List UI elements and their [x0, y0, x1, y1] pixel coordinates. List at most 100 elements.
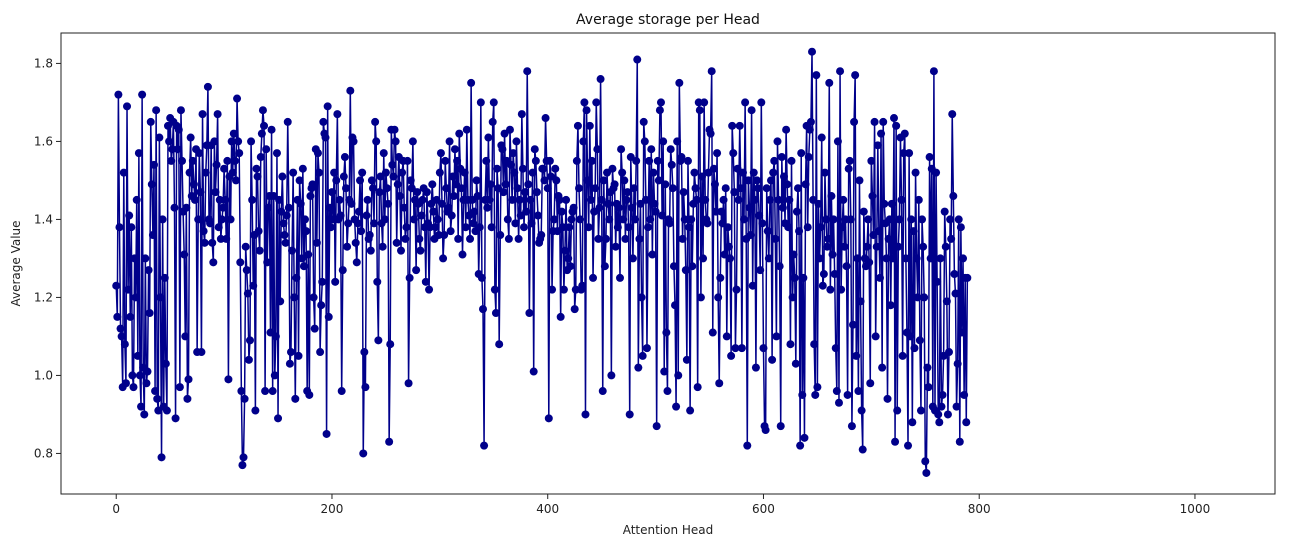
data-point: [353, 219, 362, 228]
data-point: [956, 223, 965, 232]
data-point: [729, 149, 738, 158]
data-point: [148, 231, 157, 240]
data-point: [703, 219, 712, 228]
data-point: [261, 387, 270, 396]
data-point: [681, 266, 690, 275]
data-point: [133, 351, 142, 360]
data-point: [233, 94, 242, 103]
data-point: [624, 223, 633, 232]
data-point: [710, 180, 719, 189]
data-point: [623, 188, 632, 197]
data-point: [769, 168, 778, 177]
data-point: [888, 254, 897, 263]
data-point: [518, 164, 527, 173]
data-point: [400, 203, 409, 212]
data-point: [521, 188, 530, 197]
data-point: [697, 172, 706, 181]
data-point: [895, 215, 904, 224]
data-point: [750, 195, 759, 204]
series-line: [115, 50, 969, 474]
data-point: [564, 254, 573, 263]
data-point: [429, 207, 438, 216]
data-point: [868, 192, 877, 201]
data-point: [167, 156, 176, 165]
data-point: [714, 293, 723, 302]
data-point: [170, 203, 179, 212]
data-point: [361, 383, 370, 392]
data-point: [330, 168, 339, 177]
data-point: [613, 223, 622, 232]
data-point: [784, 223, 793, 232]
data-point: [736, 184, 745, 193]
data-point: [444, 203, 453, 212]
data-point: [845, 156, 854, 165]
data-point: [654, 176, 663, 185]
data-point: [131, 293, 140, 302]
data-point: [799, 273, 808, 282]
data-point: [499, 188, 508, 197]
data-point: [354, 207, 363, 216]
data-point: [620, 176, 629, 185]
data-point: [276, 297, 285, 306]
data-point: [642, 344, 651, 353]
data-point: [155, 133, 164, 142]
data-point: [580, 98, 589, 107]
data-point: [337, 387, 346, 396]
data-point: [398, 168, 407, 177]
data-point: [581, 410, 590, 419]
data-point: [722, 332, 731, 341]
data-point: [767, 176, 776, 185]
data-point: [365, 231, 374, 240]
data-point: [113, 312, 122, 321]
data-point: [392, 238, 401, 247]
data-point: [433, 215, 442, 224]
data-point: [889, 114, 898, 123]
data-point: [550, 215, 559, 224]
data-point: [645, 156, 654, 165]
data-point: [824, 234, 833, 243]
data-point: [127, 223, 136, 232]
data-point: [618, 168, 627, 177]
data-point: [909, 227, 918, 236]
data-point: [371, 117, 380, 126]
data-point: [600, 262, 609, 271]
data-point: [688, 262, 697, 271]
data-point: [632, 156, 641, 165]
data-point: [659, 137, 668, 146]
y-tick-label: 1.0: [34, 368, 53, 382]
data-point: [820, 168, 829, 177]
data-point: [744, 176, 753, 185]
data-point: [228, 168, 237, 177]
y-tick-label: 1.2: [34, 290, 53, 304]
data-point: [724, 242, 733, 251]
data-point: [441, 156, 450, 165]
data-point: [373, 277, 382, 286]
data-point: [926, 254, 935, 263]
data-point: [128, 371, 137, 380]
data-point: [389, 172, 398, 181]
data-point: [211, 188, 220, 197]
data-point: [325, 203, 334, 212]
data-point: [589, 273, 598, 282]
data-point: [773, 137, 782, 146]
data-point: [134, 149, 143, 158]
data-point: [253, 172, 262, 181]
data-point: [647, 145, 656, 154]
data-point: [505, 125, 514, 134]
data-point: [526, 195, 535, 204]
data-point: [305, 390, 314, 399]
data-point: [567, 215, 576, 224]
data-point: [517, 110, 526, 119]
data-point: [313, 149, 322, 158]
data-point: [954, 215, 963, 224]
data-point: [402, 223, 411, 232]
data-point: [357, 227, 366, 236]
data-point: [184, 375, 193, 384]
data-point: [811, 390, 820, 399]
data-point: [640, 137, 649, 146]
data-point: [292, 273, 301, 282]
data-point: [178, 156, 187, 165]
data-point: [137, 402, 146, 411]
data-point: [795, 227, 804, 236]
data-point: [173, 145, 182, 154]
